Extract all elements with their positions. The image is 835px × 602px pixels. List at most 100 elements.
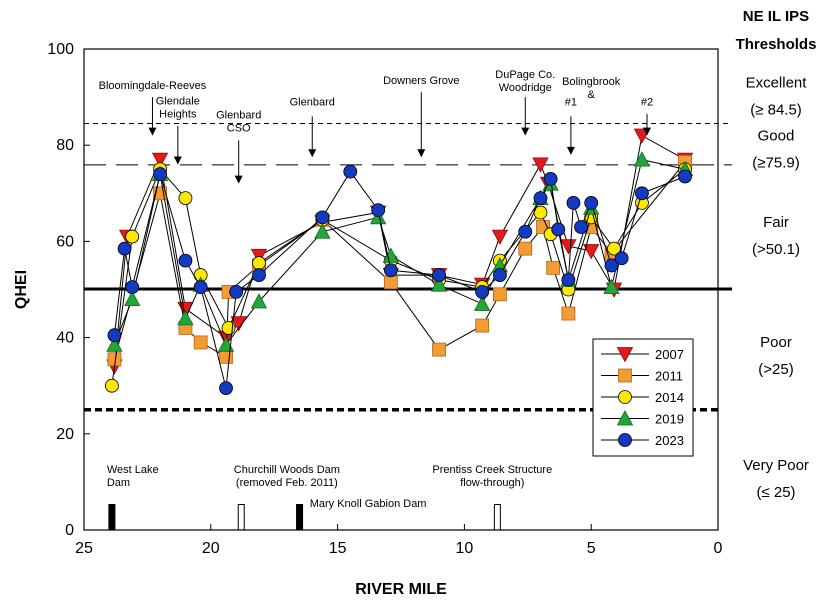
threshold-value: (≥ 84.5) (750, 101, 802, 118)
series-line-2007 (113, 134, 686, 367)
data-point-2011 (493, 287, 507, 302)
annotation-label: Glendale (156, 95, 200, 107)
y-tick-label: 100 (47, 41, 74, 58)
threshold-value: (>25) (758, 361, 793, 378)
plot-frame (83, 48, 719, 531)
data-point-2019 (603, 278, 620, 294)
data-point-2023 (584, 196, 599, 210)
data-point-2023 (153, 167, 167, 181)
data-point-2007 (583, 244, 600, 260)
data-point-2007 (532, 157, 549, 173)
data-point-2023 (125, 280, 140, 294)
data-point-2023 (543, 171, 558, 186)
data-point-2023 (315, 210, 330, 225)
data-point-2023 (574, 220, 588, 234)
structure-label: West Lake (107, 464, 159, 476)
legend-item-2014: 2014 (601, 390, 684, 405)
threshold-value: (≥75.9) (752, 154, 799, 171)
annotation-arrow-head (308, 149, 317, 158)
thresholds-header-line2: Thresholds (736, 36, 817, 53)
data-point-2011 (561, 306, 576, 321)
threshold-label: Very Poor (743, 457, 809, 474)
data-point-2023 (252, 268, 266, 282)
annotation-arrow-head (642, 127, 651, 136)
data-point-2023 (193, 280, 208, 294)
series-layer (104, 128, 694, 396)
annotation-label: #2 (641, 96, 653, 108)
legend: 2007 2011 2014 2019 2023 (592, 338, 694, 457)
data-point-2023 (551, 222, 566, 237)
data-point-2011 (383, 275, 398, 290)
annotation-arrow-head (234, 175, 243, 184)
data-point-2023 (614, 251, 629, 266)
annotation-label: #1 (565, 96, 577, 108)
data-point-2014 (104, 378, 119, 393)
annotation-label: & (588, 89, 596, 101)
axes: 25 20 15 10 5 0 0 20 40 60 80 100 RIVER MILE QHEI (13, 41, 723, 598)
threshold-label: Poor (760, 334, 792, 351)
structure-marker (237, 504, 245, 531)
x-tick-label: 15 (329, 540, 347, 557)
data-point-2023 (561, 272, 576, 287)
threshold-label: Excellent (746, 74, 808, 91)
data-point-2014 (252, 256, 266, 270)
data-point-2023 (518, 224, 533, 239)
series-line-2019 (113, 159, 686, 346)
data-point-2019 (250, 293, 268, 309)
data-point-2007 (491, 229, 509, 245)
y-tick-label: 80 (56, 137, 74, 154)
annotation-label: Glenbard (290, 96, 335, 108)
data-point-2019 (473, 295, 491, 311)
y-tick-label: 20 (56, 426, 74, 443)
data-point-2019 (633, 151, 651, 167)
legend-marker (618, 368, 632, 383)
structure-marker (108, 504, 116, 531)
data-point-2023 (678, 169, 692, 184)
y-tick-label: 0 (65, 522, 74, 539)
data-point-2023 (493, 268, 507, 282)
annotation-label: Woodridge (499, 82, 552, 94)
data-point-2023 (383, 263, 398, 278)
data-point-2007 (151, 152, 169, 168)
legend-item-2007: 2007 (601, 347, 684, 363)
data-point-2019 (382, 247, 400, 263)
legend-item-2011: 2011 (601, 369, 683, 384)
x-ticks: 25 20 15 10 5 0 (75, 524, 723, 557)
data-point-2011 (432, 342, 446, 357)
data-point-2023 (475, 285, 490, 299)
thresholds-panel: NE IL IPS Thresholds Excellent (≥ 84.5) Go… (736, 8, 817, 501)
x-tick-label: 20 (202, 540, 220, 557)
legend-marker (618, 433, 632, 447)
structure-label: Prentiss Creek Structure (432, 464, 552, 476)
data-point-2011 (193, 335, 208, 350)
legend-label: 2023 (655, 433, 684, 448)
data-point-2014 (178, 191, 193, 206)
structure-label: (removed Feb. 2011) (236, 477, 338, 489)
annotation-label: DuPage Co. (495, 69, 555, 81)
data-point-2007 (560, 239, 577, 255)
data-point-2019 (314, 223, 331, 239)
y-tick-label: 40 (56, 330, 74, 347)
data-point-2011 (518, 241, 533, 256)
annotation-arrow-head (173, 156, 182, 165)
data-point-2019 (124, 290, 141, 307)
x-tick-label: 0 (714, 540, 723, 557)
x-tick-label: 25 (75, 540, 93, 557)
legend-label: 2007 (655, 347, 684, 362)
legend-marker (618, 390, 632, 404)
data-point-2023 (566, 196, 581, 210)
data-point-2014 (125, 229, 140, 244)
series-line-2023 (113, 170, 686, 389)
annotation-arrow-head (417, 149, 426, 158)
data-point-2023 (343, 164, 358, 179)
data-point-2023 (229, 285, 244, 299)
data-point-2023 (371, 203, 386, 218)
structure-marker (296, 504, 304, 531)
data-point-2023 (219, 381, 233, 396)
data-point-2023 (117, 241, 132, 256)
thresholds-header-line1: NE IL IPS (743, 8, 809, 25)
y-axis-label: QHEI (13, 270, 30, 309)
annotation-arrow-head (566, 146, 575, 155)
